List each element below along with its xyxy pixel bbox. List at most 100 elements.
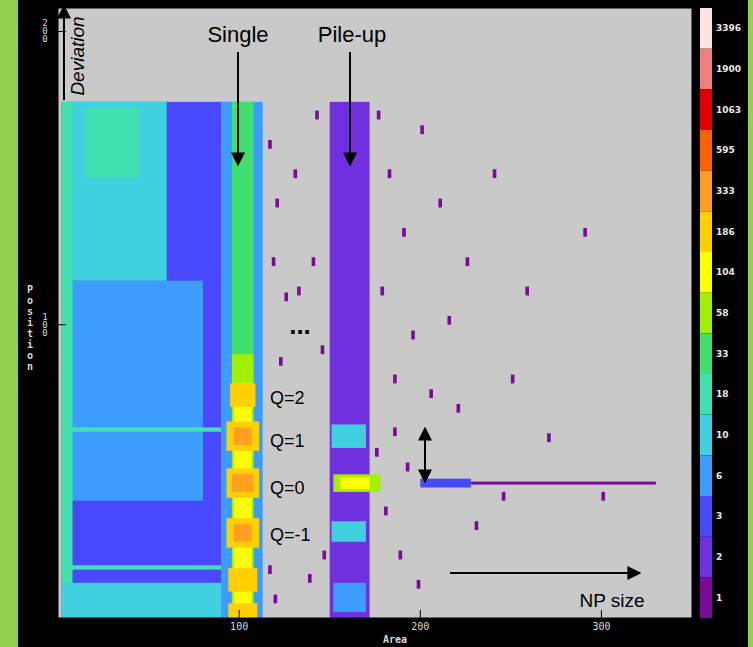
heat-cell (312, 257, 316, 266)
heat-cell (62, 102, 73, 618)
x-tick-label: 200 (411, 621, 429, 632)
heat-cell (226, 468, 259, 497)
heat-cell (502, 492, 506, 501)
heat-cell (384, 507, 388, 516)
heat-cell (438, 199, 442, 208)
y-tick-label: 200 (42, 18, 47, 44)
heat-cell (583, 228, 587, 237)
x-tick-label: 300 (592, 621, 610, 632)
heat-cell (315, 111, 319, 120)
heat-cell (493, 169, 497, 178)
heat-cell (475, 521, 479, 530)
heat-cell (293, 169, 297, 178)
label-q: Q=0 (270, 478, 305, 498)
heat-cell (393, 427, 397, 436)
colorbar-box (700, 577, 712, 618)
y-title-char: o (27, 350, 33, 361)
heat-cell (375, 448, 379, 457)
plot-background (58, 8, 692, 618)
heat-cell (67, 281, 203, 501)
heat-cell (272, 257, 276, 266)
heat-cell (62, 102, 230, 618)
heat-cell (297, 287, 301, 296)
label-single: Single (207, 22, 268, 47)
colorbar-label: 186 (716, 227, 735, 237)
heat-cell (228, 568, 257, 591)
label-pileup: Pile-up (318, 22, 386, 47)
colorbar-box (700, 415, 712, 456)
heat-cell (67, 102, 167, 281)
colorbar-label: 6 (716, 471, 722, 481)
colorbar-label: 333 (716, 186, 735, 196)
heat-cell (333, 474, 380, 492)
y-title-char: n (27, 361, 33, 372)
colorbar-label: 1063 (716, 105, 741, 115)
colorbar-box (700, 252, 712, 293)
y-title-char: i (27, 317, 33, 328)
heat-cell (420, 125, 424, 134)
plot-frame (58, 8, 692, 618)
heat-cell (420, 479, 471, 488)
y-title-char: i (27, 339, 33, 350)
heat-cell (275, 199, 279, 208)
y-tick (58, 324, 66, 325)
colorbar-label: 3396 (716, 23, 741, 33)
heat-cell (322, 551, 326, 560)
heat-cell (402, 228, 406, 237)
colorbar-box (700, 49, 712, 90)
heat-cell (341, 477, 370, 489)
y-title-char: o (27, 295, 33, 306)
x-tick (601, 610, 602, 618)
arrow (237, 52, 239, 165)
colorbar-label: 2 (716, 552, 722, 562)
heat-cell (234, 427, 252, 445)
heat-cell (411, 331, 415, 340)
chart: 100200300Area100200Position3396190010635… (0, 0, 753, 647)
heat-cell (377, 111, 381, 120)
arrow (450, 572, 640, 574)
arrow (63, 6, 65, 100)
colorbar-label: 3 (716, 511, 722, 521)
colorbar-box (700, 496, 712, 537)
heat-cell (466, 257, 470, 266)
heat-cell (417, 580, 421, 589)
heat-cell (284, 292, 288, 301)
heat-cell (406, 463, 410, 472)
colorbar-box (700, 455, 712, 496)
heat-cell (62, 565, 230, 569)
x-axis-title: Area (383, 634, 407, 645)
heat-cell (85, 108, 139, 178)
heat-cell (226, 422, 259, 451)
arrow (424, 428, 426, 482)
heat-cell (232, 474, 254, 492)
colorbar-box (700, 8, 712, 49)
heat-cell (388, 169, 392, 178)
colorbar-label: 1900 (716, 64, 741, 74)
label-q: Q=-1 (270, 525, 311, 545)
heat-cell (62, 427, 230, 431)
heat-cell (457, 404, 461, 413)
heat-cell (380, 287, 384, 296)
colorbar-box (700, 537, 712, 578)
colorbar-box (700, 171, 712, 212)
heat-cell (221, 102, 263, 618)
heat-cell (393, 375, 397, 384)
colorbar-label: 10 (716, 430, 729, 440)
heat-cell (330, 102, 370, 618)
heat-cell (321, 345, 325, 354)
y-tick-char: 0 (42, 34, 47, 44)
y-axis-title: Position (27, 284, 33, 372)
heat-cell (226, 518, 259, 547)
heat-cell (228, 603, 257, 618)
colorbar-box (700, 293, 712, 334)
y-tick-label: 100 (42, 312, 47, 338)
colorbar-label: 1 (716, 593, 722, 603)
colorbar-label: 58 (716, 308, 729, 318)
arrow (349, 52, 351, 165)
heat-cell (230, 383, 255, 406)
y-title-char: t (27, 328, 33, 339)
label-deviation: Deviation (67, 16, 88, 95)
label-q: Q=2 (270, 388, 305, 408)
y-tick-char: 0 (42, 328, 47, 338)
heat-cell (447, 316, 451, 325)
